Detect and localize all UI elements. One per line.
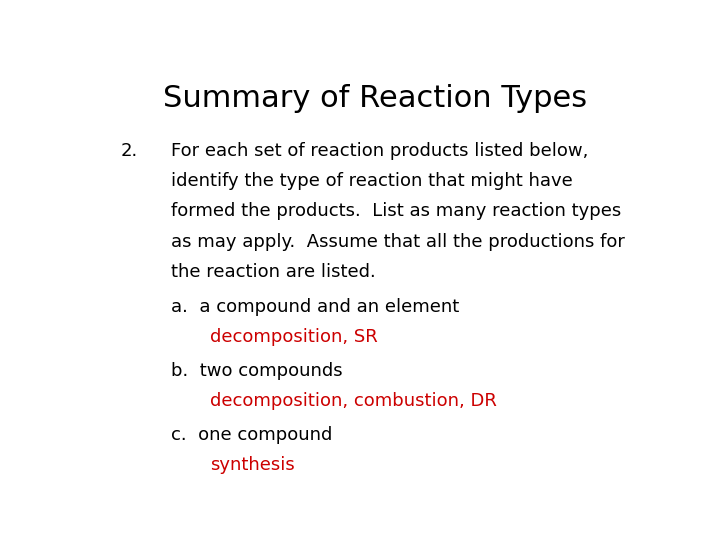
Text: the reaction are listed.: the reaction are listed. bbox=[171, 263, 376, 281]
Text: For each set of reaction products listed below,: For each set of reaction products listed… bbox=[171, 141, 588, 160]
Text: c.  one compound: c. one compound bbox=[171, 426, 333, 444]
Text: synthesis: synthesis bbox=[210, 456, 294, 474]
Text: formed the products.  List as many reaction types: formed the products. List as many reacti… bbox=[171, 202, 621, 220]
Text: as may apply.  Assume that all the productions for: as may apply. Assume that all the produc… bbox=[171, 233, 625, 251]
Text: decomposition, combustion, DR: decomposition, combustion, DR bbox=[210, 392, 497, 410]
Text: Summary of Reaction Types: Summary of Reaction Types bbox=[163, 84, 587, 112]
Text: decomposition, SR: decomposition, SR bbox=[210, 328, 378, 346]
Text: a.  a compound and an element: a. a compound and an element bbox=[171, 298, 459, 316]
Text: 2.: 2. bbox=[121, 141, 138, 160]
Text: b.  two compounds: b. two compounds bbox=[171, 362, 343, 380]
Text: identify the type of reaction that might have: identify the type of reaction that might… bbox=[171, 172, 572, 190]
